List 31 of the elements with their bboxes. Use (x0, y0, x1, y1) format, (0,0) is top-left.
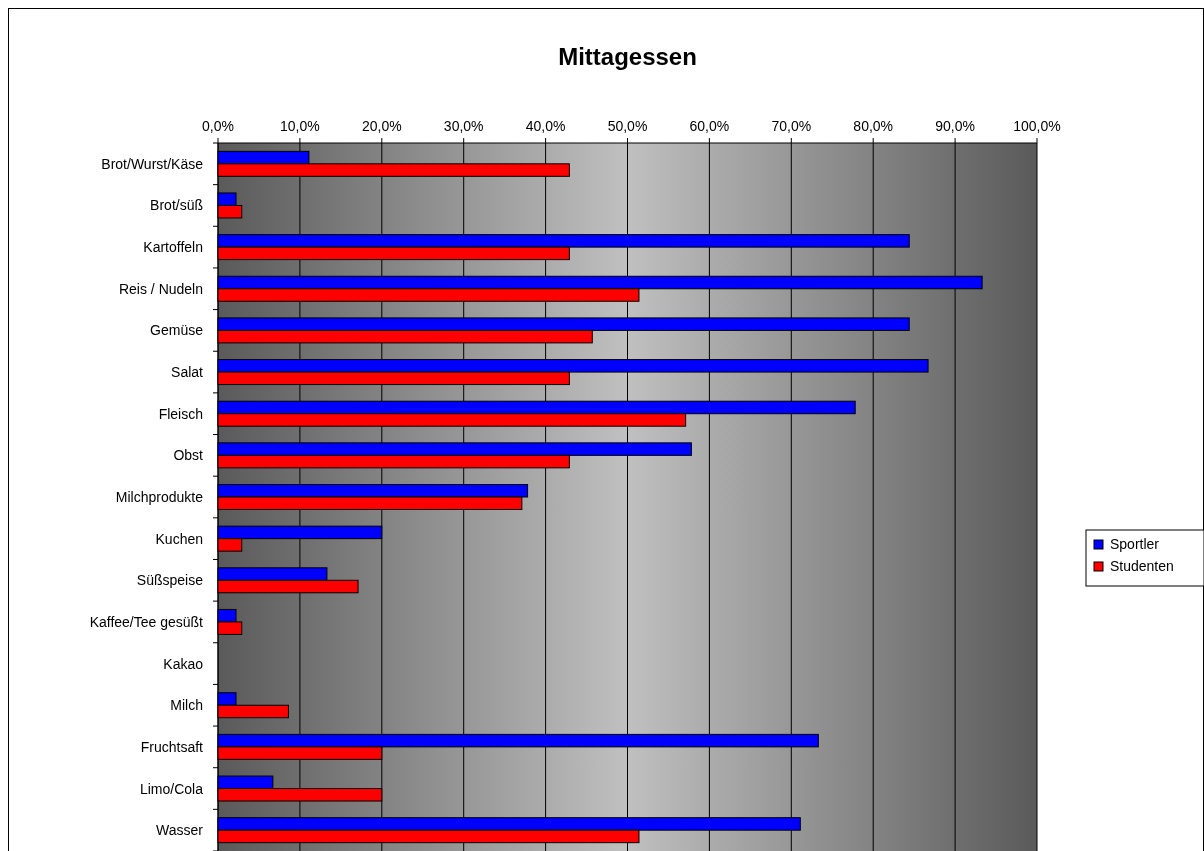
y-tick-label: Brot/süß (150, 197, 203, 214)
x-tick-label: 90,0% (935, 118, 975, 134)
y-tick-label: Kakao (163, 655, 204, 672)
legend-label: Studenten (1110, 558, 1174, 574)
x-tick-label: 60,0% (689, 118, 730, 134)
x-tick-label: 40,0% (525, 118, 566, 134)
y-tick-label: Obst (173, 447, 204, 464)
x-tick-label: 50,0% (607, 118, 648, 134)
x-tick-label: 30,0% (443, 118, 484, 134)
legend-label: Sportler (1110, 536, 1160, 552)
y-tick-label: Kuchen (155, 530, 203, 547)
x-tick-label: 80,0% (853, 118, 894, 134)
x-tick-label: 20,0% (361, 118, 402, 134)
y-tick-label: Fleisch (158, 405, 203, 422)
y-tick-label: Brot/Wurst/Käse (101, 155, 204, 172)
x-tick-label: 0,0% (202, 118, 234, 134)
y-tick-label: Limo/Cola (139, 780, 204, 797)
y-tick-label: Wasser (156, 822, 204, 839)
y-tick-label: Milch (170, 697, 203, 714)
x-tick-label: 100,0% (1013, 118, 1061, 134)
y-tick-label: Reis / Nudeln (118, 280, 203, 297)
y-tick-label: Kartoffeln (143, 239, 203, 256)
y-tick-label: Fruchtsaft (140, 738, 204, 755)
x-tick-label: 10,0% (280, 118, 320, 134)
y-tick-label: Milchprodukte (115, 489, 204, 505)
y-tick-label: Süßspeise (136, 572, 204, 589)
y-tick-label: Kaffee/Tee gesüßt (89, 613, 204, 630)
chart-title: Mittagessen (558, 43, 697, 70)
y-tick-label: Salat (171, 364, 204, 381)
y-tick-label: Gemüse (150, 322, 204, 339)
x-tick-label: 70,0% (771, 118, 812, 134)
